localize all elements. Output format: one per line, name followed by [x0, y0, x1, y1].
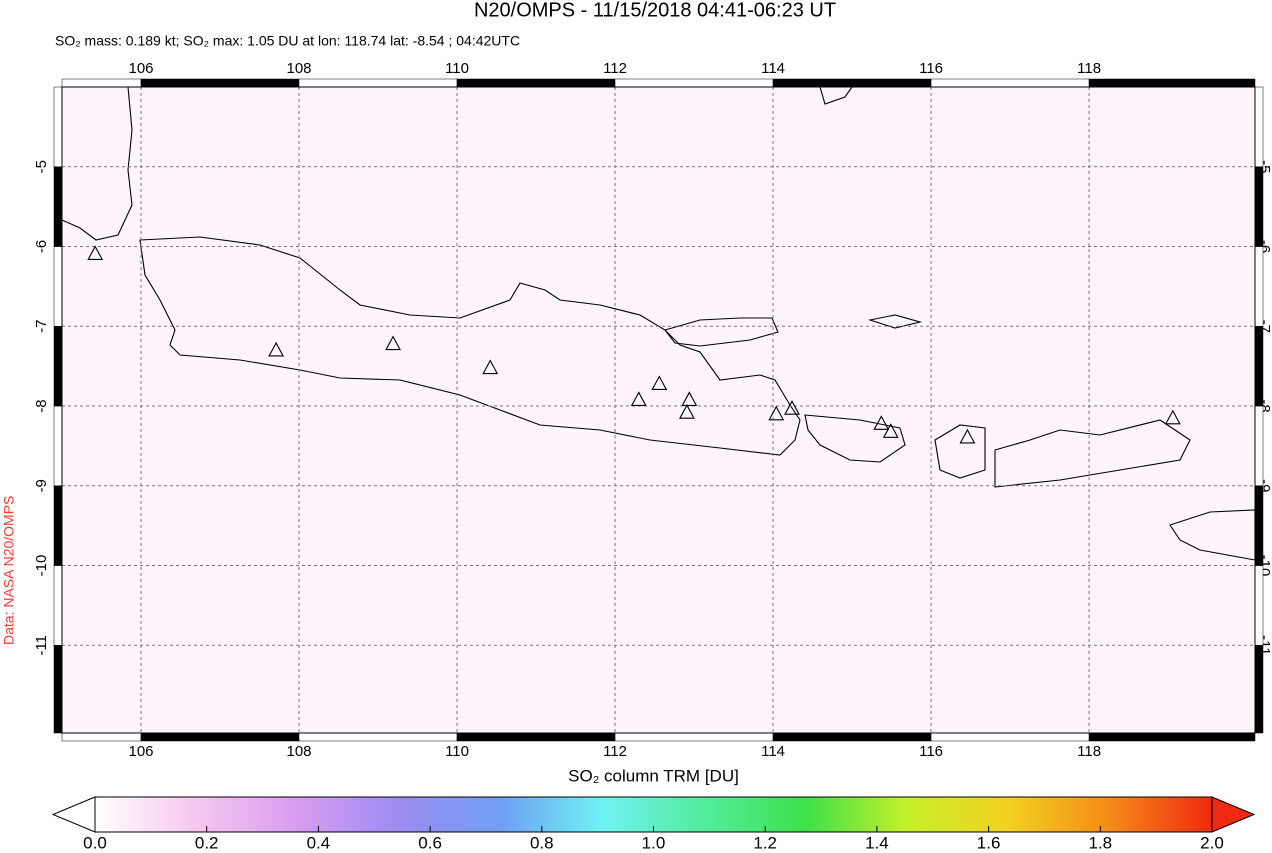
volcano-marker	[651, 375, 668, 391]
x-tick-label: 110	[445, 743, 469, 760]
x-tick-label: 114	[761, 60, 785, 77]
colorbar-tick-label: 0.6	[418, 833, 442, 852]
volcano-marker	[482, 359, 499, 375]
frame-band	[456, 78, 616, 88]
coast-lombok	[934, 424, 986, 479]
colorbar-tick-label: 0.8	[530, 833, 554, 852]
x-tick-label: 106	[128, 743, 153, 760]
map-frame	[61, 86, 1256, 734]
colorbar-tick-label: 0.4	[307, 833, 331, 852]
volcano-marker	[630, 391, 647, 406]
colorbar-tick-label: 1.2	[753, 833, 777, 852]
frame-band	[1254, 86, 1264, 168]
x-tick-label: 116	[919, 743, 943, 760]
y-tick-label: -6	[33, 240, 50, 253]
frame-band	[53, 326, 63, 407]
x-tick-label: 108	[287, 60, 312, 77]
x-tick-label: 114	[761, 743, 785, 760]
volcano-marker	[768, 405, 785, 421]
volcano-marker	[385, 335, 401, 351]
colorbar-tick-label: 1.0	[642, 833, 666, 852]
frame-band	[1254, 326, 1264, 407]
x-tick-label: 118	[1077, 743, 1101, 760]
volcano-marker	[1164, 409, 1181, 425]
frame-band	[53, 246, 63, 327]
volcano-marker	[679, 404, 695, 419]
y-tick-label: -7	[33, 320, 50, 333]
frame-band	[1254, 565, 1264, 646]
side-label: Data: NASA N20/OMPS	[1, 496, 17, 645]
colorbar-over	[1211, 796, 1256, 833]
frame-band	[53, 405, 63, 487]
coast-sumbawa	[994, 419, 1191, 488]
frame-band	[298, 732, 458, 742]
frame-band	[61, 732, 142, 742]
colorbar-tick-label: 0.2	[195, 833, 219, 852]
volcano-marker	[882, 423, 899, 438]
frame-band	[140, 732, 300, 742]
coast-java	[139, 236, 801, 456]
x-tick-label: 112	[603, 60, 627, 77]
colorbar-label: SO₂ column TRM [DU]	[568, 766, 739, 785]
frame-band	[53, 86, 63, 168]
colorbar-tick-label: 1.8	[1088, 833, 1112, 852]
volcano-marker	[87, 245, 104, 261]
map-layer: 106 106 108 108 110 110 112 112 114 114 116 116 118 1…	[33, 60, 1272, 853]
y-tick-label: -9	[33, 479, 50, 492]
coast-sumatra	[61, 86, 133, 241]
x-tick-label: 112	[603, 743, 627, 760]
volcano-marker	[784, 400, 800, 415]
colorbar-under	[51, 796, 96, 833]
title: N20/OMPS - 11/15/2018 04:41-06:23 UT	[474, 0, 836, 21]
frame-band	[1254, 645, 1264, 734]
frame-band	[1254, 166, 1264, 247]
x-tick-label: 110	[445, 60, 469, 77]
x-tick-label: 106	[128, 60, 153, 77]
frame-band	[140, 78, 300, 88]
frame-band	[1088, 732, 1256, 742]
frame-band	[53, 645, 63, 734]
frame-band	[930, 732, 1090, 742]
frame-band	[53, 565, 63, 646]
coast-madura	[664, 317, 779, 347]
colorbar-tick-label: 1.4	[865, 833, 889, 852]
y-tick-label: -8	[33, 399, 50, 412]
y-tick-label: -11	[33, 635, 50, 656]
x-tick-label: 116	[919, 60, 943, 77]
frame-band	[1254, 405, 1264, 487]
frame-band	[772, 732, 932, 742]
x-tick-label: 118	[1077, 60, 1101, 77]
volcano-marker	[268, 341, 285, 357]
frame-band	[53, 485, 63, 566]
x-tick-label: 108	[287, 743, 312, 760]
frame-band	[930, 78, 1090, 88]
volcano-marker	[873, 415, 890, 430]
coastlines	[61, 86, 1256, 561]
subtitle: SO₂ mass: 0.189 kt; SO₂ max: 1.05 DU at …	[55, 33, 520, 49]
frame-band	[61, 78, 142, 88]
map-background	[62, 87, 1255, 733]
frame-band	[772, 78, 932, 88]
frame-band	[1254, 485, 1264, 566]
colorbar-tick-label: 1.6	[977, 833, 1001, 852]
frame-band	[298, 78, 458, 88]
coast-bali	[804, 414, 906, 463]
frame-band	[1088, 78, 1256, 88]
frame-band	[614, 78, 774, 88]
y-tick-label: -5	[33, 160, 50, 173]
frame-band	[1254, 246, 1264, 327]
y-tick-label: -10	[33, 555, 50, 577]
frame-band	[614, 732, 774, 742]
frame-band	[456, 732, 616, 742]
coast-nusa	[867, 314, 923, 329]
volcano-marker	[681, 391, 698, 406]
volcano-marker	[959, 428, 976, 444]
colorbar-tick-label: 2.0	[1200, 833, 1224, 852]
frame-band	[53, 166, 63, 247]
colorbar-tick-label: 0.0	[83, 833, 107, 852]
